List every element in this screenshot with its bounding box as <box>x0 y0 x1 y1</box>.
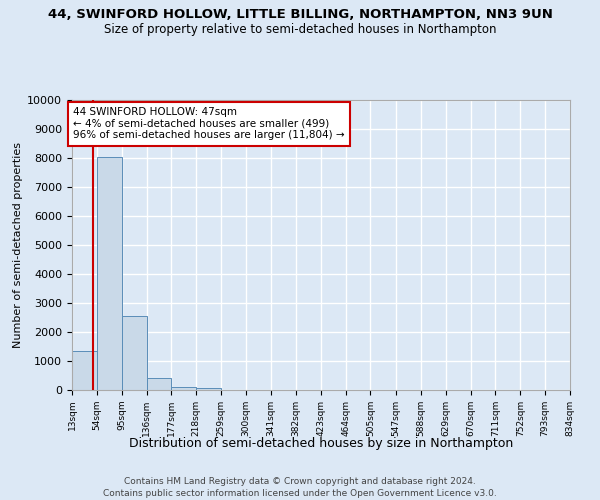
Text: 44, SWINFORD HOLLOW, LITTLE BILLING, NORTHAMPTON, NN3 9UN: 44, SWINFORD HOLLOW, LITTLE BILLING, NOR… <box>47 8 553 20</box>
Y-axis label: Number of semi-detached properties: Number of semi-detached properties <box>13 142 23 348</box>
Text: Size of property relative to semi-detached houses in Northampton: Size of property relative to semi-detach… <box>104 22 496 36</box>
Bar <box>72 351 97 390</box>
Bar <box>97 156 122 390</box>
Bar <box>172 386 196 390</box>
Bar <box>122 316 146 390</box>
Text: Distribution of semi-detached houses by size in Northampton: Distribution of semi-detached houses by … <box>129 438 513 450</box>
Text: 44 SWINFORD HOLLOW: 47sqm
← 4% of semi-detached houses are smaller (499)
96% of : 44 SWINFORD HOLLOW: 47sqm ← 4% of semi-d… <box>73 108 345 140</box>
Text: Contains HM Land Registry data © Crown copyright and database right 2024.: Contains HM Land Registry data © Crown c… <box>124 478 476 486</box>
Bar <box>146 378 172 390</box>
Text: Contains public sector information licensed under the Open Government Licence v3: Contains public sector information licen… <box>103 489 497 498</box>
Bar <box>196 388 221 390</box>
